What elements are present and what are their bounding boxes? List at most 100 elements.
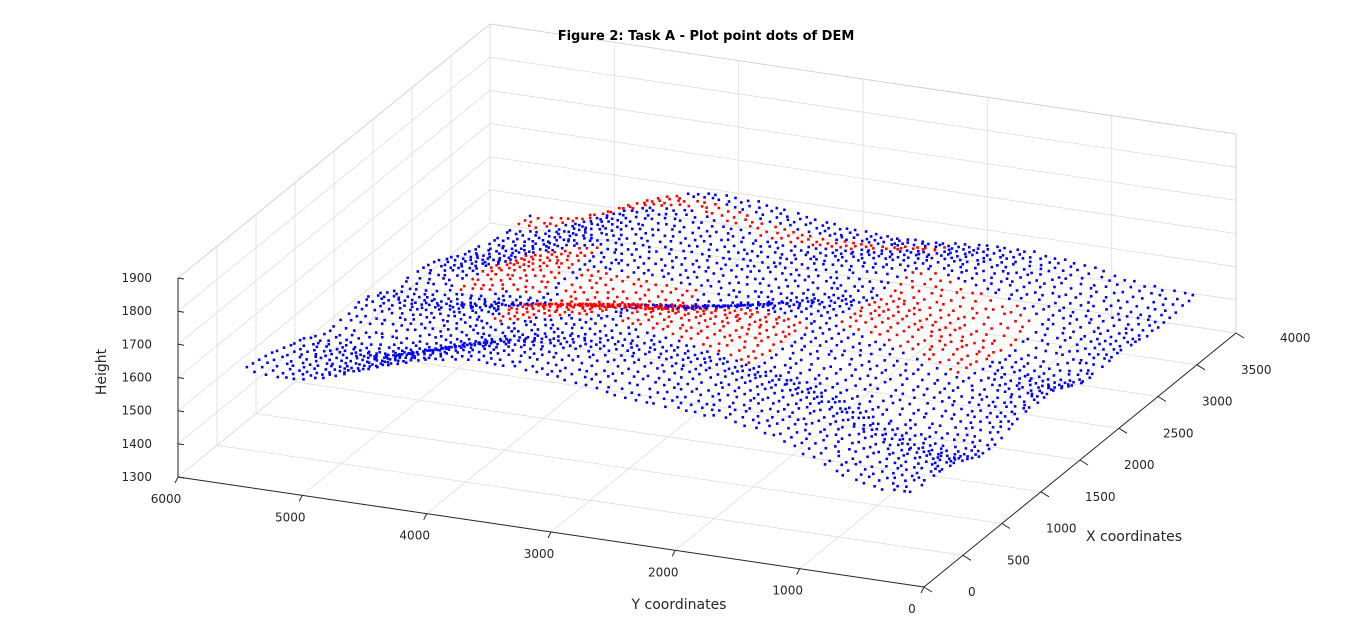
data-point xyxy=(897,297,901,301)
data-point xyxy=(383,360,387,364)
data-point xyxy=(983,388,986,391)
data-point xyxy=(417,359,420,362)
data-point xyxy=(776,246,780,250)
data-point xyxy=(839,245,842,249)
data-point xyxy=(901,317,904,321)
data-point xyxy=(690,209,694,212)
data-point xyxy=(639,322,642,326)
data-point xyxy=(862,427,865,431)
data-point xyxy=(720,214,724,217)
data-point xyxy=(422,266,425,269)
data-point xyxy=(920,466,923,470)
data-point xyxy=(391,322,395,326)
data-point xyxy=(671,309,674,313)
data-point xyxy=(869,244,873,247)
data-point xyxy=(754,356,757,360)
data-point xyxy=(439,354,443,358)
data-point xyxy=(882,399,885,403)
data-point xyxy=(410,298,414,302)
data-point xyxy=(858,342,861,345)
data-point xyxy=(1033,369,1036,373)
data-point xyxy=(818,326,822,330)
data-point xyxy=(784,278,788,282)
data-point xyxy=(396,354,400,357)
data-point xyxy=(735,295,738,299)
data-point xyxy=(481,344,485,348)
data-point xyxy=(637,393,641,397)
data-point xyxy=(966,455,969,458)
data-point xyxy=(758,318,762,322)
data-point xyxy=(460,262,463,266)
data-point xyxy=(693,410,697,414)
data-point xyxy=(717,280,721,283)
data-point xyxy=(527,250,531,253)
data-point xyxy=(367,350,371,354)
data-point xyxy=(727,250,730,254)
data-point xyxy=(677,305,681,308)
data-point xyxy=(936,261,940,264)
data-point xyxy=(670,259,674,263)
data-point xyxy=(1069,287,1073,290)
data-point xyxy=(617,340,620,343)
data-point xyxy=(670,248,673,251)
data-point xyxy=(1143,285,1146,288)
data-point xyxy=(1012,255,1015,259)
data-point xyxy=(1049,388,1053,391)
data-point xyxy=(501,331,505,335)
data-point xyxy=(708,255,711,258)
data-point xyxy=(585,247,589,250)
data-point xyxy=(808,432,811,436)
data-point xyxy=(860,253,863,256)
data-point xyxy=(694,303,697,306)
data-point xyxy=(638,227,642,231)
data-point xyxy=(521,305,525,309)
data-point xyxy=(902,351,905,355)
data-point xyxy=(387,307,391,311)
data-point xyxy=(679,304,682,307)
data-point xyxy=(570,283,574,287)
data-point xyxy=(1148,324,1151,327)
data-point xyxy=(976,247,980,250)
data-point xyxy=(809,304,813,308)
data-point xyxy=(429,353,432,357)
data-point xyxy=(807,391,811,394)
data-point xyxy=(443,273,447,277)
data-point xyxy=(743,424,746,428)
data-point xyxy=(740,240,743,244)
data-point xyxy=(840,340,843,343)
data-point xyxy=(969,421,973,424)
data-point xyxy=(947,273,950,277)
data-point xyxy=(982,256,985,260)
data-point xyxy=(486,273,489,277)
data-point xyxy=(1000,366,1004,369)
data-point xyxy=(414,288,418,291)
data-point xyxy=(350,333,354,337)
data-point xyxy=(704,368,708,372)
data-point xyxy=(573,239,576,242)
y-tick xyxy=(920,586,925,594)
data-point xyxy=(1004,382,1007,386)
data-point xyxy=(473,342,476,346)
data-point xyxy=(1038,285,1042,289)
data-point xyxy=(390,311,394,315)
data-point xyxy=(854,462,858,466)
data-point xyxy=(532,352,536,355)
data-point xyxy=(386,291,389,294)
data-point xyxy=(703,201,706,204)
data-point xyxy=(858,354,862,357)
data-point xyxy=(885,408,889,411)
data-point xyxy=(1089,340,1093,343)
data-point xyxy=(397,298,400,301)
data-point xyxy=(667,272,670,275)
data-point xyxy=(534,316,538,319)
data-point xyxy=(834,445,837,448)
data-point xyxy=(824,247,828,251)
data-point xyxy=(735,359,738,363)
data-point xyxy=(476,272,479,276)
data-point xyxy=(474,340,478,343)
data-point xyxy=(1045,392,1049,396)
data-point xyxy=(618,206,621,210)
data-point xyxy=(866,455,869,459)
data-point xyxy=(671,306,675,310)
data-point xyxy=(631,306,634,310)
